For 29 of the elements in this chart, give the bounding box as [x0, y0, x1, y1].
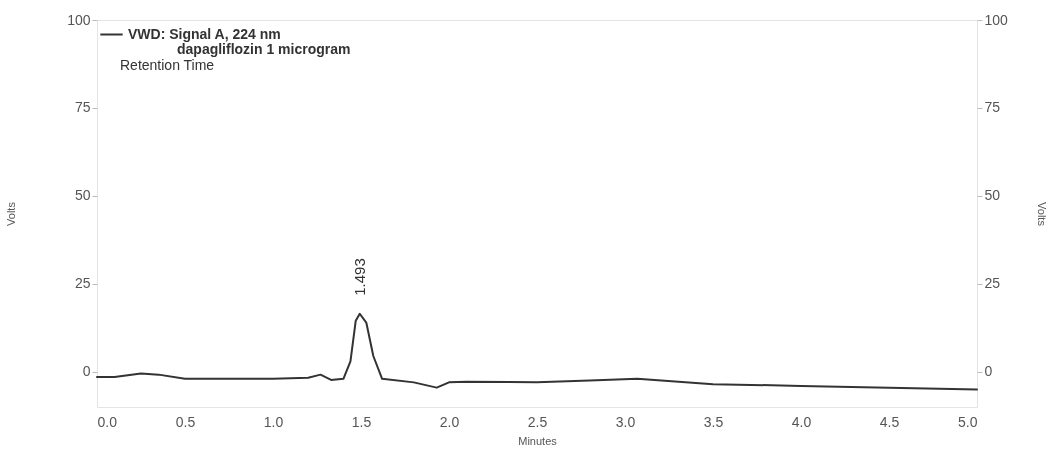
x-tick-label: 3.0: [615, 413, 636, 430]
annotation: Retention Time: [120, 57, 215, 73]
x-tick-label: 4.5: [879, 413, 900, 430]
x-tick-label: 5.0: [958, 413, 978, 430]
y-tick-label: 100: [67, 11, 91, 28]
y-tick-label: 0: [82, 363, 91, 380]
x-axis-title: Minutes: [518, 434, 558, 447]
line-series: [96, 312, 978, 391]
y2-tick-label: 100: [984, 11, 1009, 28]
legend-label: VWD: Signal A, 224 nm: [128, 25, 281, 42]
x-tick-label: 3.5: [703, 413, 724, 430]
x-tick-label: 1.5: [351, 413, 372, 430]
annotation: dapagliflozin 1 microgram: [177, 41, 351, 57]
y-axis-title: Volts: [5, 201, 18, 226]
x-tick-label: 0.0: [97, 413, 118, 430]
y-tick-label: 75: [74, 99, 91, 116]
y2-tick-label: 50: [984, 187, 1001, 204]
x-tick-label: 4.0: [791, 413, 812, 430]
y-tick-label: 50: [74, 187, 91, 204]
y2-tick-label: 75: [984, 99, 1001, 116]
x-tick-label: 0.5: [175, 413, 196, 430]
x-tick-label: 1.0: [263, 413, 284, 430]
x-tick-label: 2.5: [527, 413, 548, 430]
y2-tick-label: 25: [984, 275, 1001, 292]
annotation: 1.493: [350, 258, 368, 296]
y-tick-label: 25: [74, 275, 91, 292]
y2-tick-label: 0: [984, 363, 993, 380]
x-tick-label: 2.0: [439, 413, 460, 430]
y2-axis-title: Volts: [1035, 202, 1048, 227]
